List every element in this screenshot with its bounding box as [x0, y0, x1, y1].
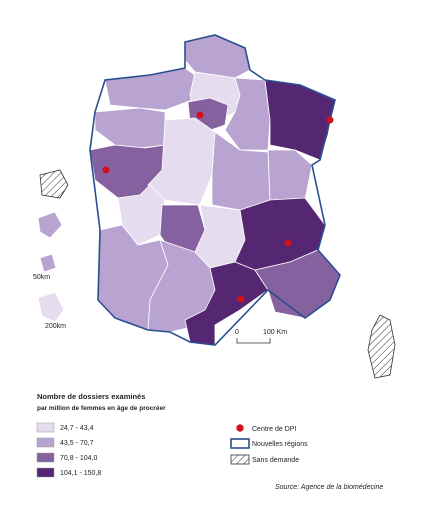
- dpi-center: [102, 166, 110, 174]
- legend-swatch: [36, 422, 55, 433]
- hatch-symbol: [230, 454, 250, 465]
- legend-label: 43,5 - 70,7: [60, 440, 94, 447]
- legend-label: 24,7 - 43,4: [60, 425, 94, 432]
- france-map: [37, 34, 396, 379]
- legend-swatch: [36, 467, 55, 478]
- symbol-label: Sans demande: [252, 457, 299, 464]
- legend-label: 70,8 - 104,0: [60, 455, 97, 462]
- region-symbol: [230, 438, 250, 449]
- symbol-label: Nouvelles régions: [252, 441, 308, 448]
- inset-scale: 200km: [45, 323, 66, 330]
- dpi-center: [326, 116, 334, 124]
- legend-title: Nombre de dossiers examinés: [37, 392, 145, 401]
- dpi-symbol: [236, 424, 244, 432]
- legend-swatch: [36, 452, 55, 463]
- source: Source: Agence de la biomédecine: [275, 484, 383, 491]
- legend-subtitle: par million de femmes en âge de procréer: [37, 405, 166, 412]
- scale-start: 0: [235, 329, 239, 336]
- scale-bar: [236, 338, 271, 344]
- legend-label: 104,1 - 150,8: [60, 470, 101, 477]
- symbol-label: Centre de DPI: [252, 426, 296, 433]
- dpi-center: [196, 111, 204, 119]
- dpi-center: [237, 295, 245, 303]
- dpi-center: [284, 239, 292, 247]
- legend-swatch: [36, 437, 55, 448]
- scale-end: 100 Km: [263, 329, 287, 336]
- inset-scale: 50km: [33, 274, 50, 281]
